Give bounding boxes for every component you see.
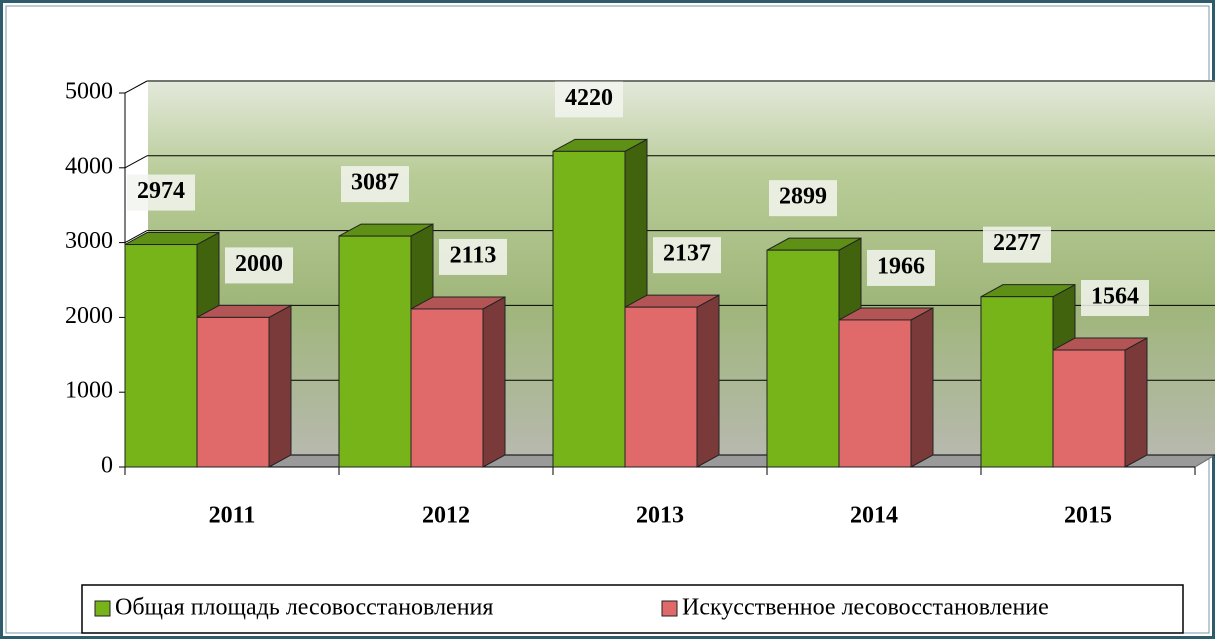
legend-swatch xyxy=(95,601,110,616)
bar-side xyxy=(911,308,933,467)
x-tick-label: 2012 xyxy=(422,503,470,529)
y-tick-label: 2000 xyxy=(65,303,113,329)
value-label: 2277 xyxy=(993,230,1041,256)
y-tick-label: 1000 xyxy=(65,378,113,404)
x-tick-label: 2014 xyxy=(850,503,898,529)
value-label: 2000 xyxy=(235,251,283,277)
value-label: 2974 xyxy=(137,178,185,204)
bar xyxy=(767,250,839,467)
bar-side xyxy=(483,297,505,467)
bar-side xyxy=(1125,338,1147,467)
legend-label: Искусственное лесовосстановление xyxy=(682,595,1049,621)
bar xyxy=(1053,350,1125,467)
x-tick-label: 2015 xyxy=(1064,503,1112,529)
bar xyxy=(197,317,269,467)
value-label: 1564 xyxy=(1091,284,1139,310)
x-tick-label: 2011 xyxy=(209,503,256,529)
value-label: 3087 xyxy=(351,170,399,196)
value-label: 2113 xyxy=(450,242,497,268)
bar xyxy=(339,236,411,467)
legend-swatch xyxy=(662,601,677,616)
bar xyxy=(125,245,197,467)
bar xyxy=(839,320,911,467)
y-tick-label: 0 xyxy=(101,453,113,479)
value-label: 1966 xyxy=(877,253,925,279)
grid-diagonal xyxy=(125,81,147,93)
bar-side xyxy=(269,305,291,467)
bar xyxy=(411,309,483,467)
value-label: 2137 xyxy=(663,241,711,267)
y-tick-label: 4000 xyxy=(65,153,113,179)
bar xyxy=(553,151,625,467)
bar-side xyxy=(697,295,719,467)
grid-diagonal xyxy=(125,156,147,168)
bar xyxy=(625,307,697,467)
legend-label: Общая площадь лесовосстановления xyxy=(115,595,493,621)
value-label: 4220 xyxy=(565,85,613,111)
chart: 0 1000 2000 3000 4000 5000 2011 2974 2000 2012 308… xyxy=(0,0,1215,639)
y-tick-label: 5000 xyxy=(65,79,113,105)
bar xyxy=(981,297,1053,467)
x-tick-label: 2013 xyxy=(636,503,684,529)
y-tick-label: 3000 xyxy=(65,228,113,254)
value-label: 2899 xyxy=(779,184,827,210)
